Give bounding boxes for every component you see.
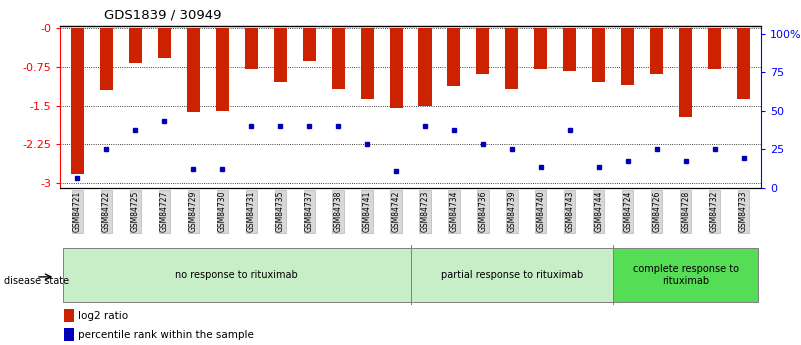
Text: GSM84721: GSM84721	[73, 191, 82, 232]
Text: GSM84723: GSM84723	[421, 191, 429, 232]
Bar	[100, 28, 113, 90]
Bar	[158, 28, 171, 58]
Text: GSM84735: GSM84735	[276, 191, 284, 232]
Bar	[708, 28, 721, 69]
Bar	[622, 28, 634, 85]
Bar	[477, 28, 489, 74]
Text: GSM84738: GSM84738	[333, 191, 343, 232]
Bar	[71, 28, 84, 174]
Text: GSM84733: GSM84733	[739, 191, 748, 232]
Bar	[737, 28, 750, 99]
Bar	[360, 28, 373, 99]
FancyBboxPatch shape	[614, 248, 758, 302]
Text: GSM84740: GSM84740	[537, 191, 545, 232]
Text: GSM84731: GSM84731	[247, 191, 256, 232]
Text: GSM84724: GSM84724	[623, 191, 632, 232]
Bar	[64, 309, 74, 322]
Bar	[332, 28, 344, 89]
Text: GSM84729: GSM84729	[189, 191, 198, 232]
Bar	[215, 28, 229, 111]
Text: GSM84739: GSM84739	[507, 191, 517, 232]
Text: GSM84742: GSM84742	[392, 191, 400, 232]
Bar	[534, 28, 547, 69]
Text: GSM84732: GSM84732	[710, 191, 719, 232]
Bar	[129, 28, 142, 63]
Bar	[389, 28, 403, 108]
Text: GSM84725: GSM84725	[131, 191, 140, 232]
Text: GSM84728: GSM84728	[681, 191, 690, 232]
FancyBboxPatch shape	[410, 248, 614, 302]
Bar	[187, 28, 199, 112]
Bar	[679, 28, 692, 117]
Text: log2 ratio: log2 ratio	[78, 310, 128, 321]
Bar	[563, 28, 576, 71]
Text: no response to rituximab: no response to rituximab	[175, 270, 298, 280]
Bar	[245, 28, 258, 69]
Bar	[303, 28, 316, 61]
Bar	[448, 28, 461, 86]
Text: GSM84730: GSM84730	[218, 191, 227, 232]
FancyBboxPatch shape	[63, 248, 410, 302]
Text: GSM84741: GSM84741	[363, 191, 372, 232]
Text: GSM84743: GSM84743	[566, 191, 574, 232]
Bar	[592, 28, 606, 82]
Text: GSM84744: GSM84744	[594, 191, 603, 232]
Text: GSM84726: GSM84726	[652, 191, 661, 232]
Text: GSM84736: GSM84736	[478, 191, 488, 232]
Bar	[64, 328, 74, 341]
Bar	[274, 28, 287, 82]
Bar	[418, 28, 432, 106]
Text: GSM84734: GSM84734	[449, 191, 458, 232]
Text: complete response to
rituximab: complete response to rituximab	[633, 264, 739, 286]
Text: GSM84727: GSM84727	[160, 191, 169, 232]
Bar	[650, 28, 663, 74]
Text: GDS1839 / 30949: GDS1839 / 30949	[104, 9, 222, 22]
Text: GSM84722: GSM84722	[102, 191, 111, 232]
Text: disease state: disease state	[4, 276, 69, 286]
Text: percentile rank within the sample: percentile rank within the sample	[78, 330, 254, 340]
Text: partial response to rituximab: partial response to rituximab	[441, 270, 583, 280]
Bar	[505, 28, 518, 89]
Text: GSM84737: GSM84737	[304, 191, 314, 232]
